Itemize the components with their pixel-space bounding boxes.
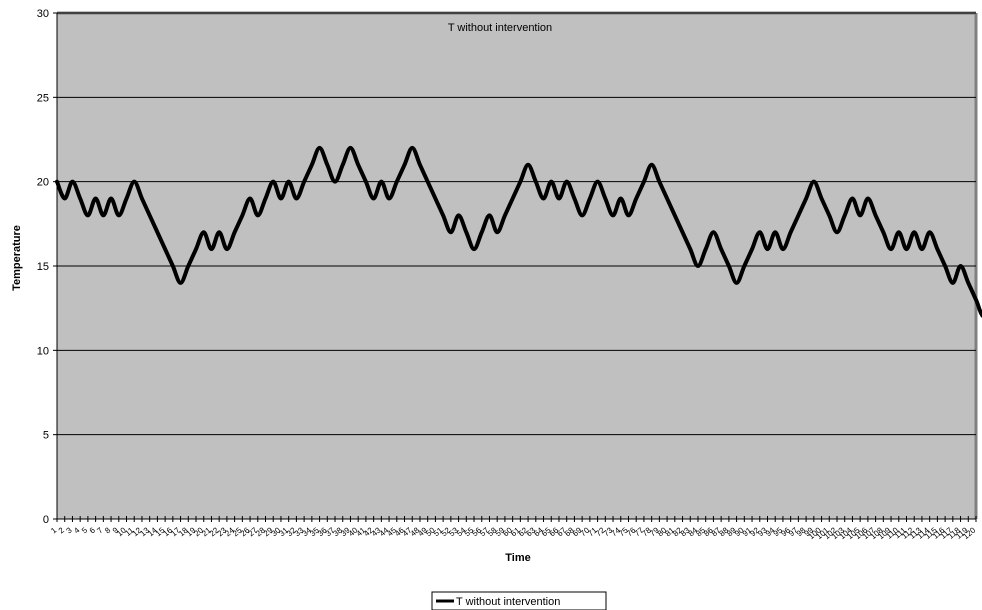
y-tick-label: 10 [37, 345, 49, 357]
series-group [55, 145, 982, 318]
legend-label: T without intervention [456, 596, 560, 608]
x-tick-label: 9 [111, 525, 121, 535]
x-axis-title: Time [505, 552, 530, 564]
x-tick-label: 5 [80, 525, 90, 535]
legend-box [431, 591, 607, 610]
y-tick-label: 5 [43, 430, 49, 442]
x-tick-label: 4 [72, 525, 82, 535]
y-axis-title: Temperature [11, 225, 23, 291]
x-axis: 1234567891011121314151617181920212223242… [49, 516, 978, 541]
gridlines [57, 12, 976, 436]
y-tick-label: 0 [43, 514, 49, 526]
y-tick-label: 25 [37, 92, 49, 104]
chart-title: T without intervention [448, 22, 552, 34]
y-tick-label: 30 [37, 8, 49, 20]
x-tick-label: 3 [65, 525, 75, 535]
x-tick-label: 6 [88, 525, 98, 535]
y-tick-label: 15 [37, 261, 49, 273]
y-axis: 0 5 10 15 20 25 30 [37, 8, 58, 526]
legend: T without intervention [431, 591, 607, 610]
x-tick-label: 1 [49, 525, 59, 535]
series-line-0 [55, 145, 982, 318]
y-tick-label: 20 [37, 177, 49, 189]
x-tick-label: 8 [103, 525, 113, 535]
x-tick-label: 2 [57, 525, 67, 535]
x-tick-label: 7 [95, 525, 105, 535]
